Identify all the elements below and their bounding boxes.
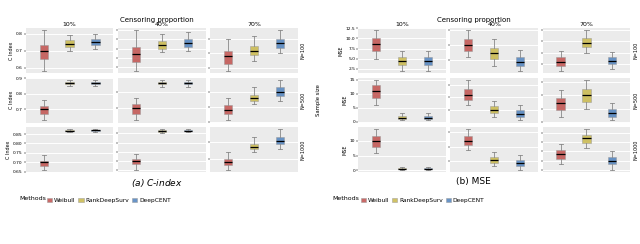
PathPatch shape	[184, 81, 192, 84]
Y-axis label: C Index: C Index	[9, 41, 14, 60]
PathPatch shape	[250, 46, 258, 55]
PathPatch shape	[556, 150, 564, 159]
Title: 70%: 70%	[247, 22, 261, 27]
PathPatch shape	[224, 105, 232, 114]
PathPatch shape	[464, 136, 472, 145]
PathPatch shape	[398, 168, 406, 169]
Title: 40%: 40%	[487, 22, 501, 27]
PathPatch shape	[490, 106, 499, 113]
PathPatch shape	[65, 82, 74, 84]
Y-axis label: MSE: MSE	[342, 95, 348, 105]
PathPatch shape	[157, 81, 166, 84]
PathPatch shape	[132, 104, 140, 114]
PathPatch shape	[40, 45, 48, 59]
PathPatch shape	[40, 161, 48, 166]
PathPatch shape	[398, 116, 406, 119]
PathPatch shape	[464, 89, 472, 100]
PathPatch shape	[490, 48, 499, 59]
PathPatch shape	[372, 136, 380, 147]
Title: 70%: 70%	[580, 22, 593, 27]
PathPatch shape	[516, 57, 524, 66]
PathPatch shape	[556, 57, 564, 66]
PathPatch shape	[556, 98, 564, 110]
Text: Methods: Methods	[19, 196, 46, 201]
PathPatch shape	[424, 168, 432, 169]
PathPatch shape	[224, 159, 232, 165]
PathPatch shape	[516, 160, 524, 166]
Text: Censoring proportion: Censoring proportion	[120, 17, 194, 23]
Title: 10%: 10%	[63, 22, 76, 27]
Text: Censoring proportion: Censoring proportion	[436, 17, 511, 23]
PathPatch shape	[65, 130, 74, 131]
PathPatch shape	[250, 144, 258, 149]
PathPatch shape	[582, 89, 591, 102]
PathPatch shape	[184, 39, 192, 47]
PathPatch shape	[490, 157, 499, 163]
PathPatch shape	[224, 51, 232, 64]
PathPatch shape	[398, 57, 406, 65]
Y-axis label: MSE: MSE	[342, 144, 348, 155]
PathPatch shape	[250, 95, 258, 101]
Text: N=1000: N=1000	[301, 139, 306, 160]
PathPatch shape	[424, 116, 432, 119]
Text: N=1000: N=1000	[633, 139, 638, 160]
PathPatch shape	[464, 39, 472, 51]
PathPatch shape	[92, 82, 100, 84]
PathPatch shape	[372, 38, 380, 51]
Y-axis label: MSE: MSE	[339, 45, 343, 56]
PathPatch shape	[276, 137, 284, 144]
PathPatch shape	[582, 38, 591, 47]
PathPatch shape	[608, 157, 616, 164]
PathPatch shape	[608, 109, 616, 117]
PathPatch shape	[372, 85, 380, 98]
PathPatch shape	[582, 135, 591, 143]
PathPatch shape	[92, 130, 100, 131]
Text: N=100: N=100	[301, 42, 306, 59]
PathPatch shape	[92, 39, 100, 45]
Text: (a) $C$-index: (a) $C$-index	[131, 177, 182, 189]
PathPatch shape	[132, 159, 140, 164]
PathPatch shape	[424, 57, 432, 65]
PathPatch shape	[276, 39, 284, 48]
PathPatch shape	[40, 106, 48, 114]
Text: (b) MSE: (b) MSE	[456, 177, 491, 186]
PathPatch shape	[65, 40, 74, 47]
Title: 40%: 40%	[155, 22, 169, 27]
Legend: Weibull, RankDeepSurv, DeepCENT: Weibull, RankDeepSurv, DeepCENT	[47, 197, 172, 203]
PathPatch shape	[157, 130, 166, 132]
PathPatch shape	[157, 41, 166, 49]
Text: Methods: Methods	[333, 196, 360, 201]
PathPatch shape	[516, 110, 524, 117]
Y-axis label: C Index: C Index	[9, 91, 14, 109]
PathPatch shape	[608, 57, 616, 64]
PathPatch shape	[276, 87, 284, 96]
Legend: Weibull, RankDeepSurv, DeepCENT: Weibull, RankDeepSurv, DeepCENT	[360, 197, 485, 203]
PathPatch shape	[132, 47, 140, 62]
Text: N=100: N=100	[633, 42, 638, 59]
Text: N=500: N=500	[633, 92, 638, 109]
Text: N=500: N=500	[301, 92, 306, 109]
Y-axis label: C Index: C Index	[6, 140, 11, 159]
Title: 10%: 10%	[395, 22, 409, 27]
Text: Sample size: Sample size	[316, 84, 321, 116]
PathPatch shape	[184, 130, 192, 132]
